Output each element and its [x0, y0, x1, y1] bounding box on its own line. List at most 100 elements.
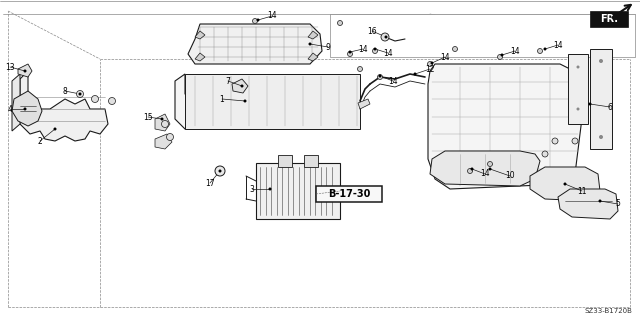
Circle shape	[374, 48, 376, 50]
Circle shape	[24, 70, 26, 72]
Circle shape	[497, 55, 502, 60]
Circle shape	[577, 108, 579, 110]
Circle shape	[218, 169, 221, 173]
Circle shape	[257, 19, 259, 21]
Circle shape	[269, 188, 271, 190]
Circle shape	[577, 65, 579, 69]
Text: 14: 14	[510, 47, 520, 56]
Polygon shape	[358, 99, 370, 109]
Bar	[278, 155, 292, 167]
Polygon shape	[428, 64, 585, 189]
Circle shape	[467, 168, 472, 174]
Circle shape	[372, 48, 378, 54]
Bar	[568, 54, 588, 124]
Circle shape	[470, 167, 474, 170]
Polygon shape	[308, 31, 318, 39]
Polygon shape	[558, 189, 618, 219]
Circle shape	[385, 35, 387, 39]
Circle shape	[79, 93, 81, 95]
Text: 15: 15	[143, 113, 153, 122]
Circle shape	[54, 128, 56, 130]
Circle shape	[413, 72, 417, 76]
Circle shape	[572, 138, 578, 144]
Bar	[316, 186, 382, 202]
Circle shape	[243, 100, 246, 102]
Text: 1: 1	[220, 94, 225, 103]
Circle shape	[253, 19, 257, 24]
Polygon shape	[430, 151, 540, 186]
Text: SZ33-B1720B: SZ33-B1720B	[584, 308, 632, 314]
Bar	[590, 49, 612, 149]
Circle shape	[215, 166, 225, 176]
Bar	[590, 11, 628, 27]
Circle shape	[166, 133, 173, 140]
Circle shape	[428, 62, 433, 66]
Circle shape	[431, 62, 433, 64]
Text: 14: 14	[383, 48, 393, 57]
Circle shape	[378, 75, 381, 78]
Polygon shape	[155, 114, 170, 131]
Text: 11: 11	[577, 187, 587, 196]
Circle shape	[488, 161, 493, 167]
Polygon shape	[232, 79, 248, 93]
Circle shape	[109, 98, 115, 105]
Circle shape	[452, 47, 458, 51]
Circle shape	[589, 102, 591, 106]
Polygon shape	[308, 53, 318, 61]
Text: FR.: FR.	[600, 14, 618, 24]
Polygon shape	[20, 71, 108, 141]
Polygon shape	[530, 167, 600, 201]
Circle shape	[543, 48, 547, 50]
Text: 10: 10	[505, 172, 515, 181]
Text: 13: 13	[5, 63, 15, 71]
Circle shape	[92, 95, 99, 102]
Circle shape	[349, 50, 351, 54]
Circle shape	[598, 199, 602, 203]
Circle shape	[542, 151, 548, 157]
Text: 3: 3	[250, 184, 255, 194]
Text: 9: 9	[326, 42, 330, 51]
Text: 7: 7	[225, 77, 230, 85]
Text: 8: 8	[63, 86, 67, 95]
Circle shape	[538, 48, 543, 54]
Text: 14: 14	[267, 11, 277, 20]
Circle shape	[161, 117, 163, 121]
Polygon shape	[12, 74, 20, 131]
Circle shape	[161, 121, 168, 128]
Circle shape	[24, 108, 26, 110]
Circle shape	[241, 85, 243, 87]
Circle shape	[381, 33, 389, 41]
Text: 14: 14	[440, 53, 450, 62]
Circle shape	[552, 138, 558, 144]
Bar	[256, 163, 340, 219]
Text: 12: 12	[425, 64, 435, 73]
Text: 14: 14	[480, 169, 490, 179]
Bar	[185, 74, 360, 129]
Bar	[330, 14, 635, 57]
Circle shape	[378, 75, 383, 79]
Text: 6: 6	[607, 102, 612, 112]
Text: 2: 2	[38, 137, 42, 145]
Circle shape	[563, 182, 566, 186]
Circle shape	[500, 54, 504, 56]
Circle shape	[358, 66, 362, 71]
Polygon shape	[175, 74, 360, 129]
Circle shape	[348, 51, 353, 56]
Circle shape	[599, 59, 603, 63]
Bar	[304, 155, 318, 167]
Text: 17: 17	[205, 179, 215, 188]
Polygon shape	[155, 134, 172, 149]
Text: 14: 14	[553, 41, 563, 49]
Polygon shape	[195, 31, 205, 39]
Text: 14: 14	[388, 77, 398, 85]
Text: 4: 4	[8, 105, 12, 114]
Text: 5: 5	[616, 199, 620, 209]
Polygon shape	[188, 24, 322, 64]
Text: 14: 14	[358, 44, 368, 54]
Polygon shape	[195, 53, 205, 61]
Text: B-17-30: B-17-30	[328, 189, 370, 199]
Circle shape	[308, 42, 312, 46]
Polygon shape	[18, 64, 32, 77]
Circle shape	[599, 135, 603, 139]
Circle shape	[488, 167, 492, 170]
